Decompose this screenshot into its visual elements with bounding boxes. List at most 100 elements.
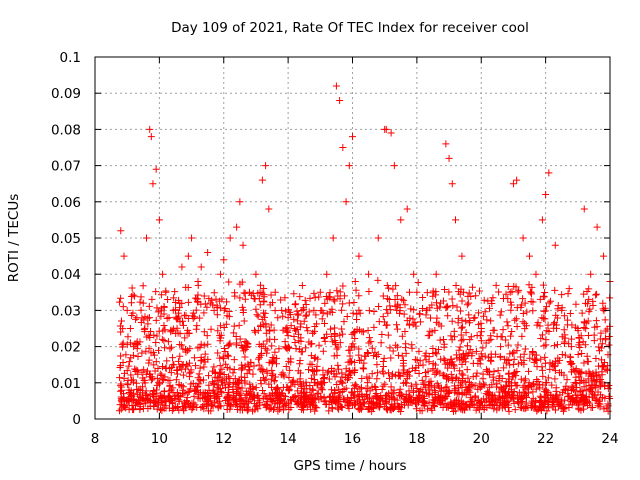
cloud-point <box>596 335 604 343</box>
cloud-point <box>158 335 166 343</box>
cloud-point <box>189 379 197 387</box>
cloud-point <box>597 329 605 337</box>
cloud-point <box>513 347 521 355</box>
cloud-point <box>169 354 177 362</box>
cloud-point <box>521 345 529 353</box>
cloud-point <box>536 384 544 392</box>
cloud-point <box>572 323 580 331</box>
data-point <box>117 227 125 235</box>
cloud-point <box>477 337 485 345</box>
cloud-point <box>396 385 404 393</box>
cloud-point <box>168 343 176 351</box>
cloud-point <box>462 358 470 366</box>
cloud-point <box>210 363 218 371</box>
cloud-point <box>496 372 504 380</box>
cloud-point <box>448 376 456 384</box>
cloud-point <box>287 397 295 405</box>
cloud-point <box>282 362 290 370</box>
cloud-point <box>479 370 487 378</box>
cloud-point <box>460 405 468 413</box>
cloud-point <box>497 308 505 316</box>
cloud-point <box>493 332 501 340</box>
cloud-point <box>122 351 130 359</box>
cloud-point <box>476 356 484 364</box>
cloud-point <box>551 367 559 375</box>
cloud-point <box>405 321 413 329</box>
cloud-point <box>236 395 244 403</box>
cloud-point <box>387 383 395 391</box>
cloud-point <box>243 342 251 350</box>
cloud-point <box>284 332 292 340</box>
data-point <box>471 314 479 322</box>
cloud-point <box>340 292 348 300</box>
cloud-point <box>458 297 466 305</box>
cloud-point <box>195 370 203 378</box>
cloud-point <box>293 325 301 333</box>
cloud-point <box>335 385 343 393</box>
cloud-point <box>522 385 530 393</box>
cloud-point <box>585 295 593 303</box>
cloud-point <box>352 399 360 407</box>
cloud-point <box>577 396 585 404</box>
cloud-point <box>201 390 209 398</box>
cloud-point <box>420 401 428 409</box>
cloud-point <box>176 330 184 338</box>
cloud-point <box>525 367 533 375</box>
data-point <box>143 234 150 242</box>
cloud-point <box>490 376 498 384</box>
cloud-point <box>207 325 215 333</box>
data-point <box>445 154 453 162</box>
cloud-point <box>414 278 422 286</box>
cloud-point <box>310 367 318 375</box>
cloud-point <box>321 337 329 345</box>
cloud-point <box>339 300 347 308</box>
cloud-point <box>283 324 291 332</box>
cloud-point <box>576 339 584 347</box>
cloud-point <box>384 369 392 377</box>
cloud-point <box>538 314 546 322</box>
cloud-point <box>416 318 424 326</box>
cloud-point <box>220 371 228 379</box>
cloud-point <box>241 374 249 382</box>
cloud-point <box>495 288 503 296</box>
cloud-point <box>313 320 321 328</box>
cloud-point <box>467 397 475 405</box>
cloud-point <box>483 316 491 324</box>
data-point <box>374 234 382 242</box>
cloud-point <box>128 284 136 292</box>
cloud-point <box>260 285 268 293</box>
data-point <box>452 216 459 224</box>
cloud-point <box>240 317 248 325</box>
cloud-point <box>180 407 188 415</box>
cloud-point <box>463 366 471 374</box>
cloud-point <box>374 369 382 377</box>
cloud-point <box>465 379 473 387</box>
cloud-point <box>511 316 519 324</box>
cloud-point <box>204 340 212 348</box>
cloud-point <box>379 292 387 300</box>
cloud-point <box>550 342 558 350</box>
cloud-point <box>504 295 512 303</box>
cloud-point <box>459 335 467 343</box>
cloud-point <box>411 318 419 326</box>
data-point <box>382 125 390 133</box>
cloud-point <box>224 373 232 381</box>
data-point <box>519 234 527 242</box>
cloud-point <box>450 327 458 335</box>
cloud-point <box>423 289 431 297</box>
cloud-point <box>154 399 162 407</box>
cloud-point <box>431 387 439 395</box>
data-point <box>188 234 196 242</box>
cloud-point <box>180 399 188 407</box>
cloud-point <box>167 326 175 334</box>
cloud-point <box>409 387 417 395</box>
cloud-point <box>487 357 495 365</box>
cloud-point <box>254 289 262 297</box>
data-point <box>542 191 550 199</box>
cloud-point <box>384 309 392 317</box>
cloud-point <box>419 293 427 301</box>
cloud-point <box>416 387 424 395</box>
cloud-point <box>161 344 169 352</box>
cloud-point <box>176 340 184 348</box>
cloud-point <box>605 341 613 349</box>
